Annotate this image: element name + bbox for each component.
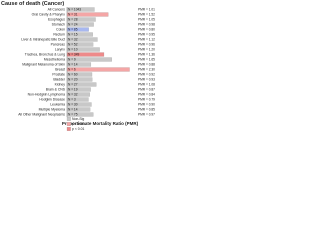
n-label: N = 27 <box>68 82 78 86</box>
n-label: N = 30 <box>68 102 78 106</box>
category-label: Esophagus <box>48 17 65 21</box>
n-label: N = 85 <box>68 27 78 31</box>
legend-label: p < 0.05 <box>72 122 84 126</box>
x-axis-label: Proportionate Mortality Ratio (PMR) <box>62 121 139 126</box>
category-label: Trachea, Bronchus & Lung <box>25 52 65 56</box>
category-label: Multiple Myeloma <box>39 107 65 111</box>
value-label: PMR = 1.20 <box>138 47 155 51</box>
legend-label: Non-Sig <box>72 117 84 121</box>
value-label: PMR = 0.96 <box>138 42 155 46</box>
value-label: PMR = 1.08 <box>138 82 155 86</box>
n-label: N = 1043 <box>68 7 81 11</box>
legend-label: p < 0.01 <box>72 127 84 131</box>
n-label: N = 349 <box>68 52 79 56</box>
legend-swatch <box>66 117 71 121</box>
category-label: Prostate <box>52 72 65 76</box>
n-label: N = 60 <box>68 72 78 76</box>
value-label: PMR = 0.85 <box>138 107 155 111</box>
category-label: Bladder <box>53 77 66 81</box>
category-label: Stomach <box>52 22 65 26</box>
n-label: N = 6 <box>68 67 76 71</box>
n-label: N = 10 <box>68 47 78 51</box>
value-label: PMR = 1.52 <box>138 12 155 16</box>
n-label: N = 3 <box>68 97 76 101</box>
value-label: PMR = 0.93 <box>138 77 155 81</box>
value-label: PMR = 0.79 <box>138 97 155 101</box>
category-label: Larynx <box>55 47 65 51</box>
value-label: PMR = 0.84 <box>138 92 155 96</box>
legend-swatch <box>66 127 71 131</box>
value-label: PMR = 0.92 <box>138 72 155 76</box>
category-label: Brain & CNS <box>46 87 66 91</box>
category-label: Colon <box>56 27 65 31</box>
n-label: N = 14 <box>68 62 78 66</box>
value-label: PMR = 1.05 <box>138 17 155 21</box>
category-label: Non-Hodgkin Lymphoma <box>28 92 65 96</box>
chart: Cause of death (Cancer) Proportionate Mo… <box>1 1 155 131</box>
n-label: N = 14 <box>68 107 78 111</box>
value-label: PMR = 2.30 <box>138 67 155 71</box>
n-label: N = 9 <box>68 57 76 61</box>
value-label: PMR = 0.90 <box>138 102 155 106</box>
n-label: N = 75 <box>68 112 78 116</box>
n-label: N = 28 <box>68 17 78 21</box>
category-label: Pancreas <box>51 42 66 46</box>
category-label: Hodgkin Disease <box>39 97 65 101</box>
category-label: Breast <box>55 67 65 71</box>
n-label: N = 32 <box>68 37 78 41</box>
category-label: All Cancers <box>48 7 66 11</box>
n-label: N = 31 <box>68 12 78 16</box>
value-label: PMR = 1.12 <box>138 37 155 41</box>
n-label: N = 32 <box>68 92 78 96</box>
value-label: PMR = 0.88 <box>138 62 155 66</box>
value-label: PMR = 0.87 <box>138 87 155 91</box>
category-label: Rectum <box>53 32 65 36</box>
category-label: Malignant Melanoma of Skin <box>22 62 65 66</box>
value-label: PMR = 0.80 <box>138 27 155 31</box>
n-label: N = 19 <box>68 87 78 91</box>
n-label: N = 20 <box>68 77 78 81</box>
category-label: Oral Cavity & Pharynx <box>32 12 66 16</box>
value-label: PMR = 0.95 <box>138 32 155 36</box>
category-label: Kidney <box>55 82 66 86</box>
category-label: All Other Malignant Neoplasms <box>18 112 65 116</box>
chart-title: Cause of death (Cancer) <box>1 1 64 7</box>
category-label: Mesothelioma <box>44 57 65 61</box>
value-label: PMR = 1.36 <box>138 52 155 56</box>
n-label: N = 52 <box>68 42 78 46</box>
value-label: PMR = 1.65 <box>138 57 155 61</box>
bar <box>66 67 130 72</box>
value-label: PMR = 0.98 <box>138 22 155 26</box>
n-label: N = 15 <box>68 32 78 36</box>
value-label: PMR = 0.97 <box>138 112 155 116</box>
category-label: Leukemia <box>50 102 65 106</box>
legend-swatch <box>66 122 71 126</box>
n-label: N = 24 <box>68 22 78 26</box>
value-label: PMR = 1.01 <box>138 7 155 11</box>
category-label: Liver & Intrahepatic Bile Duct <box>21 37 65 41</box>
